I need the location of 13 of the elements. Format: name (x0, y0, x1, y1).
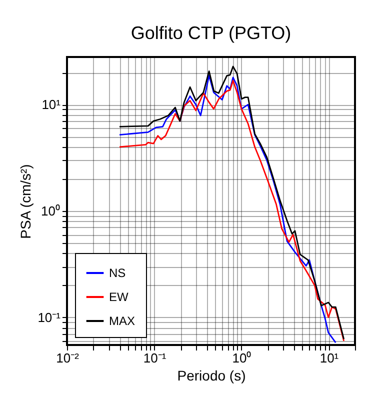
x-axis-title: Periodo (s) (177, 368, 246, 384)
x-tick-label: 10⁰ (232, 350, 252, 366)
x-tick-label: 10⁻² (56, 350, 80, 366)
chart-title: Golfito CTP (PGTO) (130, 23, 292, 43)
legend-label: NS (109, 266, 126, 280)
y-axis-title: PSA (cm/s²) (18, 164, 34, 239)
y-tick-label: 10⁰ (41, 203, 60, 218)
legend-label: EW (109, 290, 130, 304)
legend-label: MAX (109, 314, 136, 328)
y-tick-label: 10¹ (42, 97, 62, 112)
x-tick-label: 10¹ (320, 350, 340, 366)
y-tick-label: 10⁻¹ (38, 310, 62, 325)
x-tick-label: 10⁻¹ (143, 350, 167, 366)
